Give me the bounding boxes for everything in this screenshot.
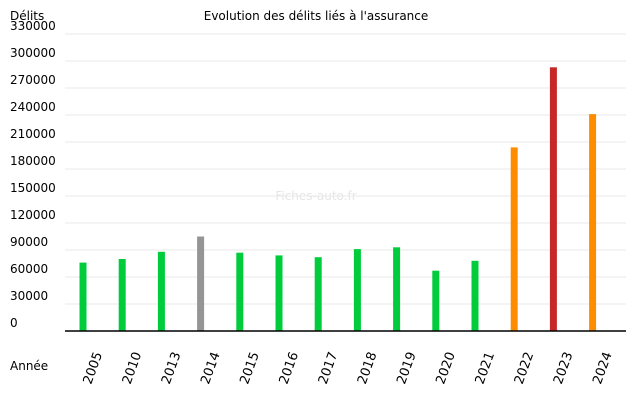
x-tick-label: 2015: [237, 350, 262, 386]
y-tick-label: 60000: [10, 262, 48, 276]
x-tick-label: 2017: [316, 350, 341, 386]
x-tick-label: 2016: [277, 350, 302, 386]
x-tick-label: 2005: [81, 350, 106, 386]
y-tick-label: 240000: [10, 100, 56, 114]
bar-2016: [275, 255, 283, 331]
x-tick-label: 2010: [120, 350, 145, 386]
y-tick-label: 0: [10, 316, 18, 330]
y-tick-label: 300000: [10, 46, 56, 60]
x-tick-label: 2013: [159, 350, 184, 386]
x-tick-label: 2020: [433, 350, 458, 386]
y-tick-label: 180000: [10, 154, 56, 168]
chart-title: Evolution des délits liés à l'assurance: [204, 9, 429, 23]
x-tick-label: 2021: [473, 350, 498, 386]
x-axis-label: Année: [10, 359, 48, 373]
y-tick-label: 120000: [10, 208, 56, 222]
bar-2019: [393, 247, 401, 331]
bar-2005: [79, 262, 87, 331]
y-tick-label: 90000: [10, 235, 48, 249]
y-tick-label: 150000: [10, 181, 56, 195]
x-tick-label: 2019: [394, 350, 419, 386]
x-tick-label: 2018: [355, 350, 380, 386]
x-tick-label: 2022: [512, 350, 537, 386]
y-tick-label: 270000: [10, 73, 56, 87]
x-tick-label: 2014: [198, 350, 223, 386]
y-tick-label: 330000: [10, 19, 56, 33]
bar-2024: [589, 114, 597, 331]
x-tick-label: 2023: [551, 350, 576, 386]
bar-2015: [236, 252, 244, 331]
bar-2018: [353, 249, 361, 331]
bar-2014: [197, 236, 205, 331]
bar-2020: [432, 270, 440, 331]
bar-2023: [549, 67, 557, 332]
y-tick-label: 30000: [10, 289, 48, 303]
x-tick-label: 2024: [590, 350, 615, 386]
y-axis-label: Délits: [10, 9, 44, 23]
bar-2022: [510, 147, 518, 331]
bar-2021: [471, 260, 479, 331]
y-tick-label: 210000: [10, 127, 56, 141]
bar-2013: [157, 251, 165, 331]
bar-2017: [314, 257, 322, 331]
bar-2010: [118, 259, 126, 331]
